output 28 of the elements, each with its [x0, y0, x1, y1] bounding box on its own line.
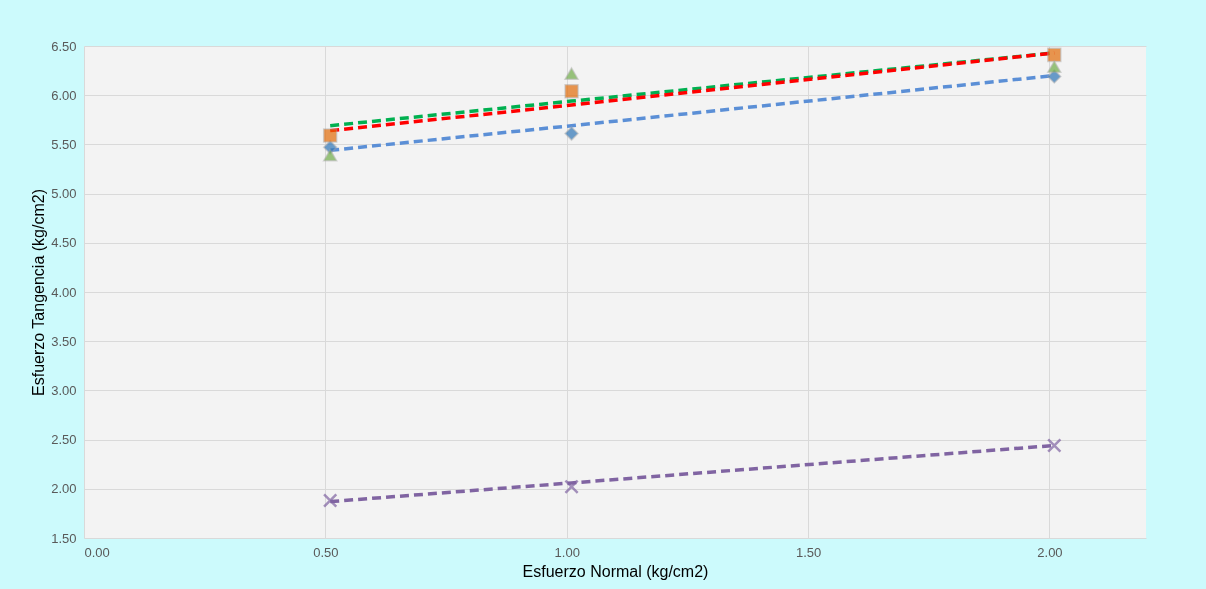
point — [564, 83, 579, 99]
x-tick-label: 0.50 — [313, 544, 339, 560]
point — [322, 148, 338, 162]
x-tick-label: 0.00 — [84, 544, 110, 560]
x-tick-label: 2.00 — [1037, 544, 1063, 560]
y-tick-label: 6.50 — [51, 38, 77, 54]
point — [1047, 47, 1062, 63]
y-axis-title: Esfuerzo Tangencia (kg/cm2) — [30, 189, 48, 396]
point — [1047, 60, 1062, 74]
y-tick-label: 6.00 — [51, 87, 77, 103]
point — [1046, 438, 1062, 453]
y-tick-label: 3.00 — [51, 382, 77, 398]
point — [322, 493, 338, 508]
point — [564, 126, 579, 141]
y-tick-label: 2.50 — [51, 432, 77, 448]
point — [564, 479, 579, 495]
y-tick-label: 3.50 — [51, 333, 77, 349]
point — [564, 67, 579, 80]
y-tick-label: 4.50 — [51, 235, 77, 251]
y-tick-label: 4.00 — [51, 284, 77, 300]
x-axis-title: Esfuerzo Normal (kg/cm2) — [522, 562, 709, 580]
x-tick-label: 1.00 — [554, 544, 580, 560]
point — [322, 128, 338, 143]
y-tick-label: 1.50 — [51, 530, 77, 546]
y-tick-label: 5.00 — [51, 186, 77, 202]
x-tick-label: 1.50 — [795, 544, 822, 560]
y-tick-label: 5.50 — [51, 136, 77, 152]
y-tick-label: 2.00 — [51, 481, 77, 497]
